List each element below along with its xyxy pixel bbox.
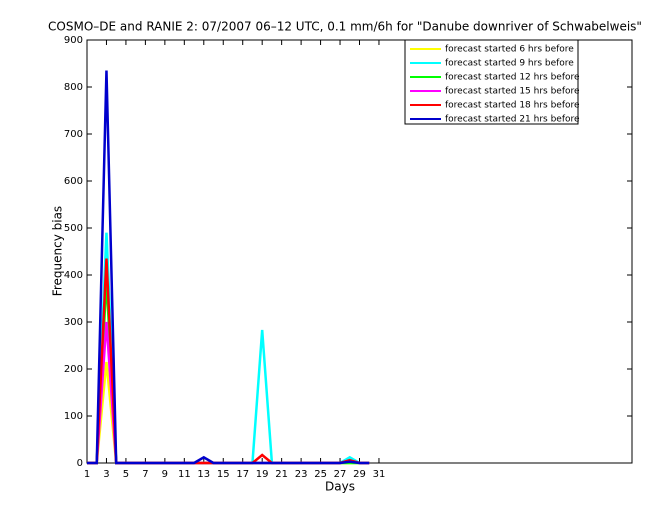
x-tick-label: 15 — [217, 469, 230, 480]
x-tick-label: 3 — [103, 469, 109, 480]
chart-title: COSMO–DE and RANIE 2: 07/2007 06–12 UTC,… — [48, 20, 642, 34]
legend-label: forecast started 9 hrs before — [445, 59, 574, 69]
x-tick-label: 27 — [334, 469, 347, 480]
y-tick-label: 200 — [64, 364, 83, 375]
legend-label: forecast started 15 hrs before — [445, 87, 580, 97]
x-tick-label: 17 — [236, 469, 249, 480]
x-tick-label: 21 — [275, 469, 288, 480]
x-tick-label: 25 — [314, 469, 327, 480]
x-axis-label: Days — [325, 480, 355, 494]
y-tick-label: 600 — [64, 176, 83, 187]
y-tick-label: 300 — [64, 317, 83, 328]
x-tick-label: 11 — [178, 469, 191, 480]
x-tick-label: 5 — [123, 469, 129, 480]
y-axis-label: Frequency bias — [51, 206, 65, 296]
y-tick-label: 800 — [64, 82, 83, 93]
x-tick-label: 31 — [373, 469, 386, 480]
y-tick-label: 400 — [64, 270, 83, 281]
y-tick-label: 900 — [64, 35, 83, 46]
legend-box — [404, 39, 579, 125]
x-tick-label: 7 — [142, 469, 148, 480]
legend-label: forecast started 12 hrs before — [445, 73, 580, 83]
series-line — [87, 70, 370, 465]
y-tick-label: 100 — [64, 411, 83, 422]
legend-label: forecast started 18 hrs before — [445, 101, 580, 111]
y-tick-label: 700 — [64, 129, 83, 140]
legend-label: forecast started 21 hrs before — [445, 115, 580, 125]
x-tick-label: 1 — [84, 469, 90, 480]
x-tick-label: 13 — [197, 469, 210, 480]
x-tick-label: 23 — [295, 469, 308, 480]
y-tick-label: 0 — [77, 458, 83, 469]
x-tick-label: 9 — [162, 469, 168, 480]
y-tick-label: 500 — [64, 223, 83, 234]
legend-label: forecast started 6 hrs before — [445, 45, 574, 55]
x-tick-label: 29 — [353, 469, 366, 480]
x-tick-label: 19 — [256, 469, 269, 480]
